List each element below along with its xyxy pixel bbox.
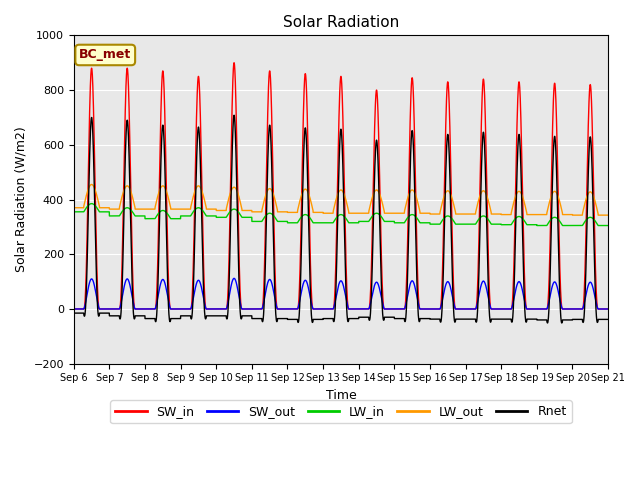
Rnet [230,112,238,118]
Line: SW_out: SW_out [74,278,608,309]
SW_in [166,303,173,309]
Line: LW_out: LW_out [74,184,608,215]
SW_in [70,306,77,312]
LW_in [491,221,499,227]
LW_out [461,211,468,217]
LW_in [604,223,612,228]
SW_out [230,276,238,281]
Legend: SW_in, SW_out, LW_in, LW_out, Rnet: SW_in, SW_out, LW_in, LW_out, Rnet [110,400,572,423]
SW_out [70,306,77,312]
Y-axis label: Solar Radiation (W/m2): Solar Radiation (W/m2) [15,127,28,273]
X-axis label: Time: Time [326,389,356,402]
Line: SW_in: SW_in [74,63,608,309]
LW_out [321,210,329,216]
Line: Rnet: Rnet [74,115,608,323]
LW_in [166,215,173,220]
Rnet [321,316,329,322]
SW_out [321,306,329,312]
SW_in [604,306,611,312]
SW_in [604,306,612,312]
SW_out [491,306,499,312]
SW_in [230,60,238,66]
LW_in [461,221,468,227]
LW_in [533,223,541,228]
SW_out [604,306,611,312]
SW_in [431,306,439,312]
SW_out [431,306,439,312]
LW_out [604,212,611,218]
Rnet [431,316,439,322]
Rnet [166,319,173,324]
LW_in [431,221,439,227]
LW_out [491,211,499,217]
SW_in [491,306,499,312]
Rnet [70,310,77,316]
Title: Solar Radiation: Solar Radiation [283,15,399,30]
LW_out [70,205,77,211]
LW_out [88,181,95,187]
SW_out [166,304,173,310]
LW_out [569,212,577,218]
LW_in [604,223,611,228]
Text: BC_met: BC_met [79,48,131,61]
Rnet [558,320,566,326]
LW_out [431,211,439,217]
LW_out [604,212,612,218]
SW_out [604,306,612,312]
SW_in [321,306,329,312]
Line: LW_in: LW_in [74,204,608,226]
Rnet [461,316,468,322]
Rnet [604,316,611,322]
LW_out [166,202,173,207]
SW_out [461,306,468,312]
Rnet [491,316,499,322]
SW_in [461,306,468,312]
LW_in [88,201,95,206]
Rnet [604,316,612,322]
LW_in [321,220,329,226]
LW_in [70,209,77,215]
